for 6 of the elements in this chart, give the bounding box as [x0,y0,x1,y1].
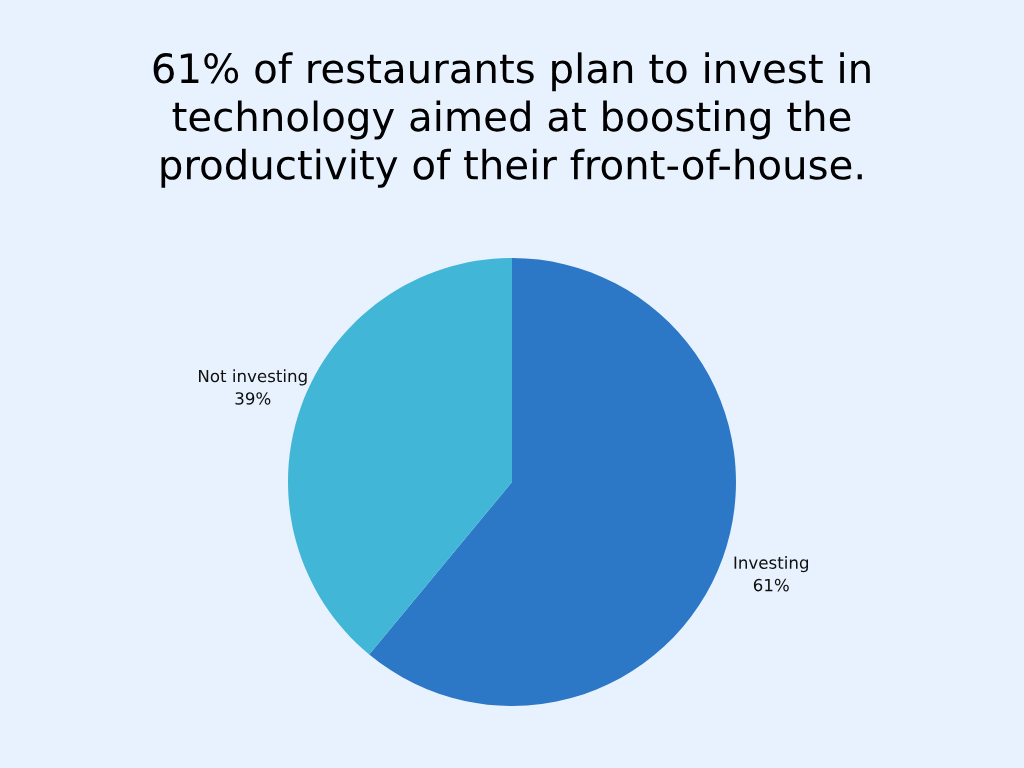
slice-label: Investing [734,556,809,573]
data-label: 39% [235,392,271,405]
slice-label: Not investing [199,369,307,386]
pie-slice [369,258,736,706]
chart-title: 61% of restaurants plan to invest in technology aimed at boosting the productivity of their front-of-house. [153,52,870,188]
data-label: 61% [753,578,789,592]
